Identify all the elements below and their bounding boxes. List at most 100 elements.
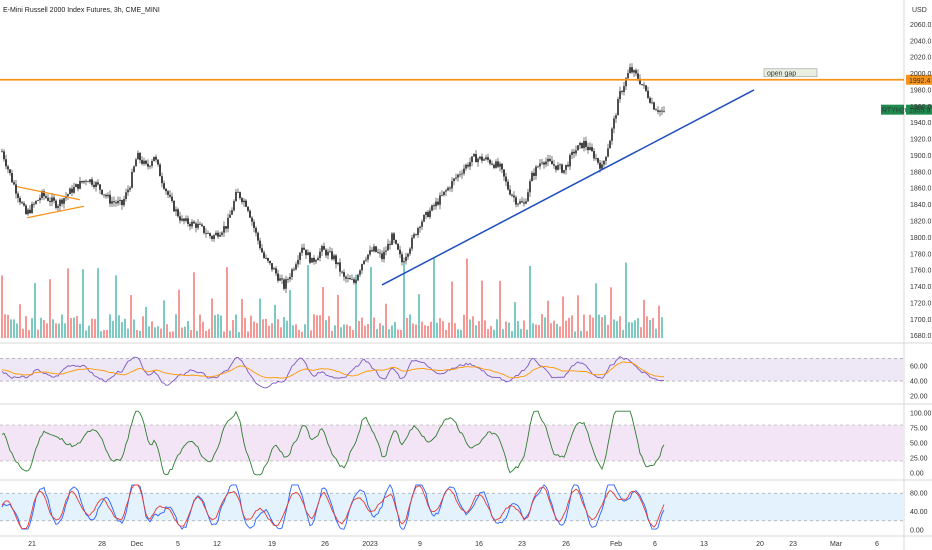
- candle-body: [221, 232, 223, 235]
- candle-body: [413, 234, 415, 238]
- volume-bar: [367, 323, 369, 338]
- time-tick-label: 19: [268, 541, 276, 548]
- volume-bar: [406, 317, 408, 338]
- candle-body: [365, 259, 367, 261]
- time-tick-label: 12: [213, 541, 221, 548]
- volume-bar: [316, 315, 318, 338]
- volume-bar: [196, 330, 198, 338]
- volume-bar: [220, 315, 222, 338]
- candle-body: [411, 237, 413, 249]
- candle-body: [375, 246, 377, 252]
- candle-body: [541, 162, 543, 164]
- candle-body: [261, 248, 263, 253]
- candle-body: [73, 187, 75, 193]
- candle-body: [521, 201, 523, 203]
- volume-bar: [493, 329, 495, 338]
- candle-body: [345, 276, 347, 279]
- volume-bar: [580, 330, 582, 338]
- volume-bar: [106, 329, 108, 338]
- candle-body: [543, 162, 545, 165]
- candle-body: [167, 191, 169, 195]
- candle-body: [603, 160, 605, 165]
- candle-body: [533, 172, 535, 176]
- volume-bar: [187, 321, 189, 338]
- candle-body: [223, 226, 225, 233]
- candle-body: [563, 170, 565, 173]
- candle-body: [1, 151, 3, 153]
- time-tick-label: 2023: [362, 541, 378, 548]
- volume-bar: [583, 314, 585, 338]
- stochrsi-line: [1, 484, 665, 530]
- volume-bar: [325, 320, 327, 338]
- volume-bar: [472, 316, 474, 338]
- candle-body: [307, 252, 309, 256]
- volume-bar: [658, 305, 660, 338]
- candlestick-series[interactable]: [1, 63, 665, 294]
- time-tick-label: Feb: [610, 541, 622, 548]
- time-tick-label: 28: [98, 541, 106, 548]
- candle-body: [467, 164, 469, 167]
- candle-body: [491, 163, 493, 165]
- candle-body: [271, 263, 273, 270]
- time-tick-label: 5: [176, 541, 180, 548]
- volume-bar: [208, 329, 210, 338]
- candle-body: [341, 271, 343, 273]
- candle-body: [359, 270, 361, 275]
- volume-bar: [238, 331, 240, 338]
- candle-body: [383, 251, 385, 260]
- volume-bar: [487, 329, 489, 338]
- candle-body: [193, 221, 195, 224]
- volume-bar: [337, 294, 339, 338]
- candle-body: [279, 278, 281, 281]
- volume-bar: [328, 316, 330, 338]
- candle-body: [561, 164, 563, 173]
- candle-body: [79, 181, 81, 189]
- candle-body: [363, 260, 365, 265]
- candle-body: [487, 157, 489, 160]
- candle-body: [355, 280, 357, 283]
- candle-body: [211, 236, 213, 239]
- candle-body: [661, 110, 663, 112]
- candle-body: [323, 246, 325, 250]
- stochrsi-band: [0, 493, 904, 521]
- time-tick-label: 16: [475, 541, 483, 548]
- stochrsi-tick-label: 80.00: [910, 491, 928, 498]
- candle-body: [553, 164, 555, 166]
- candle-body: [453, 178, 455, 182]
- time-tick-label: Dec: [131, 541, 144, 548]
- candle-body: [433, 205, 435, 207]
- price-tick-label: 1800.0: [910, 235, 932, 242]
- candle-body: [427, 211, 429, 218]
- volume-bar: [4, 314, 6, 338]
- volume-bar: [331, 330, 333, 338]
- candle-body: [25, 205, 27, 215]
- volume-bar: [253, 321, 255, 338]
- volume-bar: [502, 329, 504, 338]
- volume-bar: [355, 274, 357, 338]
- candle-body: [207, 233, 209, 234]
- volume-bar: [190, 329, 192, 338]
- candle-body: [83, 180, 85, 183]
- candle-body: [253, 221, 255, 228]
- volume-bar: [433, 258, 435, 338]
- candle-body: [577, 145, 579, 151]
- candle-body: [627, 73, 629, 79]
- candle-body: [249, 210, 251, 218]
- volume-bar: [655, 328, 657, 338]
- candle-body: [29, 209, 31, 213]
- candle-body: [57, 205, 59, 208]
- candle-body: [35, 200, 37, 204]
- time-tick-label: 6: [875, 541, 879, 548]
- time-tick-label: 23: [789, 541, 797, 548]
- candle-body: [45, 196, 47, 198]
- volume-bar: [79, 323, 81, 338]
- volume-bar: [622, 329, 624, 338]
- candle-body: [399, 249, 401, 255]
- candle-body: [525, 201, 527, 204]
- candle-body: [621, 91, 623, 93]
- volume-bar: [469, 319, 471, 338]
- time-tick-label: 26: [321, 541, 329, 548]
- candle-body: [241, 198, 243, 203]
